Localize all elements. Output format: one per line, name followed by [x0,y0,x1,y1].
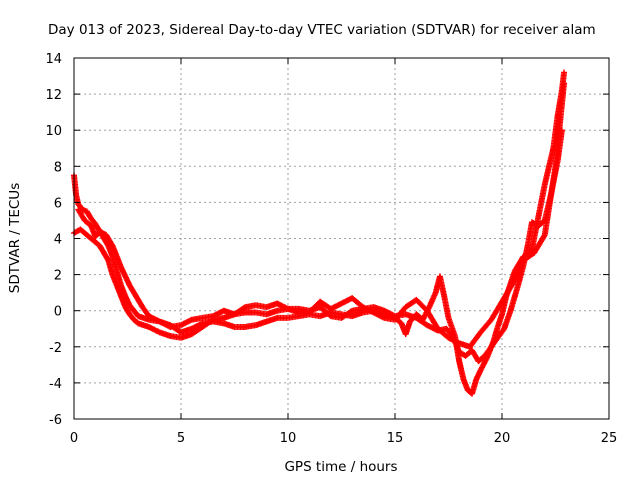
y-tick-label: 6 [54,196,62,211]
series-2 [71,127,565,365]
x-tick-label: 5 [177,431,185,446]
y-tick-label: 12 [45,88,62,103]
data-point [326,312,333,319]
data-point [561,69,568,76]
tick-labels: 0 5 10 15 20 25 -6 -4 -2 0 2 4 6 8 10 12 14 [45,52,617,446]
x-tick-label: 0 [70,431,78,446]
y-tick-label: 8 [54,160,62,175]
plot-frame [73,57,610,420]
x-tick-label: 20 [494,431,511,446]
y-tick-label: -2 [49,341,62,356]
data-point [348,308,355,315]
y-tick-label: -4 [49,377,62,392]
y-tick-label: 14 [45,52,62,67]
data-point [561,80,568,87]
data-point [241,304,248,311]
y-tick-label: 2 [54,269,62,284]
y-axis-title: SDTVAR / TECUs [7,183,23,293]
data-points [71,69,568,397]
series-3 [75,80,568,350]
y-tick-label: 0 [54,305,62,320]
x-tick-label: 10 [280,431,297,446]
x-tick-label: 15 [387,431,404,446]
x-axis-title: GPS time / hours [284,459,397,475]
data-point [541,233,548,240]
y-tick-label: 10 [45,124,62,139]
x-tick-label: 25 [601,431,618,446]
chart-title: Day 013 of 2023, Sidereal Day-to-day VTE… [48,22,596,38]
y-tick-label: 4 [54,233,62,248]
y-tick-label: -6 [49,413,62,428]
